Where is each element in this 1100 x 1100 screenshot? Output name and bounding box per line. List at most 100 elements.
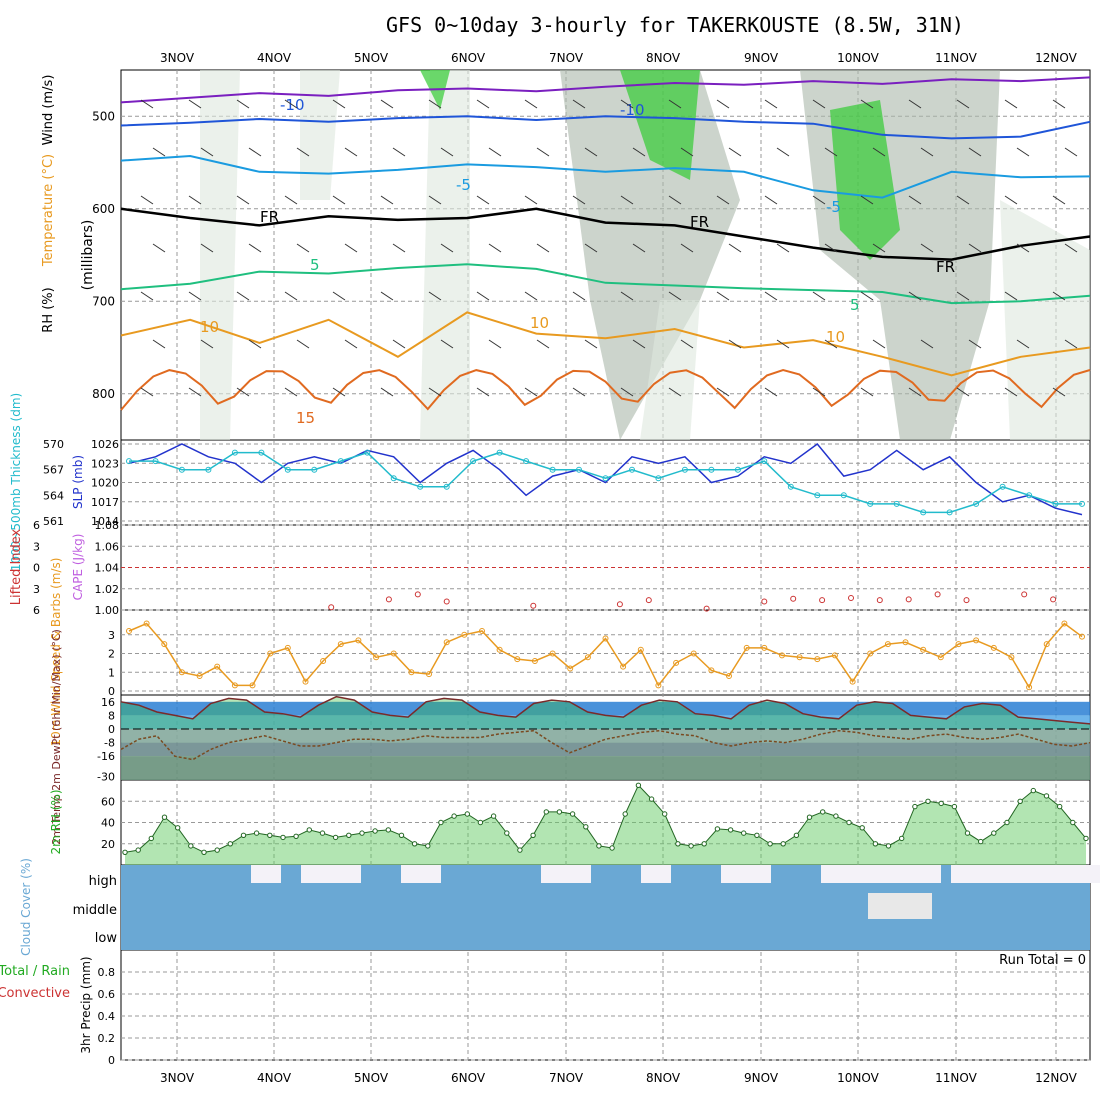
wind10m-point	[214, 663, 221, 670]
rh-point	[188, 843, 194, 849]
pressure-tick: 700	[92, 294, 115, 308]
rh-point	[820, 809, 826, 815]
wind10m-point	[531, 658, 538, 664]
wind-barb	[668, 195, 682, 205]
thickness-point	[496, 449, 503, 456]
wind-barb	[236, 387, 250, 397]
wind-barb	[956, 387, 970, 397]
li-point	[414, 591, 421, 598]
wind10m-point	[779, 652, 785, 659]
contour-label: 5	[850, 296, 860, 314]
wind-barb	[728, 339, 742, 349]
thickness-tick: 561	[43, 515, 64, 528]
cape-ylabel: CAPE (J/kg)	[71, 534, 85, 601]
cloud-gap	[821, 865, 941, 883]
wind10m-point	[514, 656, 521, 663]
wind-barb	[476, 195, 490, 205]
wind10m-point	[655, 682, 662, 689]
rh-point	[925, 798, 931, 804]
li-tick: 3	[33, 540, 40, 553]
wind10m-point	[496, 646, 503, 653]
thickness-point	[787, 483, 794, 490]
wind10m-point	[161, 641, 168, 648]
legend-rh: RH (%)	[41, 287, 56, 332]
rh-point	[477, 819, 484, 826]
wind-barb	[572, 387, 586, 397]
wind10m-point	[143, 620, 150, 627]
rh-point	[490, 813, 497, 819]
wind-barb	[344, 243, 358, 253]
wind-barb	[152, 147, 166, 157]
temp-band	[121, 756, 1090, 780]
thickness-point	[364, 449, 371, 456]
wind10m-point	[708, 667, 715, 674]
li-ylabel: Lifted Index	[9, 528, 24, 605]
rh-point	[978, 838, 984, 845]
li-tick: 0	[33, 562, 40, 575]
wind-barb	[488, 339, 502, 349]
wind-barb	[380, 291, 394, 301]
wind-barb	[1052, 195, 1066, 205]
rh-point	[359, 830, 365, 836]
wind-barb	[152, 243, 166, 253]
wind-barb	[860, 291, 874, 301]
rh-point	[175, 825, 181, 831]
wind10m-point	[1008, 654, 1015, 661]
wind-panel	[126, 620, 1085, 691]
wind-barb	[380, 387, 394, 397]
wind-barb	[668, 99, 682, 109]
contour-10	[120, 311, 1091, 377]
wind-barb	[380, 195, 394, 205]
wind-barb	[152, 339, 166, 349]
wind10m-point	[884, 641, 891, 648]
wind-barb	[524, 195, 538, 205]
thickness-point	[417, 483, 424, 490]
thickness-point	[576, 466, 582, 473]
wind10m-point	[973, 637, 980, 644]
wind-barb	[1016, 147, 1030, 157]
wind10m-point	[990, 644, 997, 651]
wind-barb	[332, 387, 346, 397]
wind10m-point	[284, 644, 291, 651]
wind-barb	[872, 243, 886, 253]
pressure-tick: 600	[92, 202, 115, 216]
wind-barb	[332, 291, 346, 301]
precip-tick: 0.6	[98, 988, 116, 1001]
thickness-point	[284, 466, 291, 473]
li-point	[703, 605, 710, 612]
run-total: Run Total = 0	[999, 953, 1086, 968]
rh-point	[951, 803, 958, 810]
wind-barb	[956, 195, 970, 205]
contour--10	[120, 115, 1091, 140]
li-point	[848, 595, 854, 601]
li-point	[905, 596, 912, 603]
rh-high-shading	[620, 70, 700, 180]
rh-point	[148, 835, 155, 842]
wind-barb	[200, 147, 214, 157]
rh-point	[1030, 787, 1037, 794]
thickness-point	[920, 509, 927, 516]
x-tick-bottom: 10NOV	[837, 1071, 879, 1085]
rh-point	[280, 834, 286, 841]
wind10m-point	[461, 631, 468, 638]
contour-label: FR	[936, 258, 955, 276]
li-point	[1050, 596, 1057, 603]
temp-tick-bottom: -30	[97, 771, 115, 784]
wind-barb	[428, 291, 442, 301]
wind-barb	[1064, 243, 1078, 253]
rh-tick: 60	[101, 795, 115, 808]
wind-barb	[716, 195, 730, 205]
li-point	[328, 604, 335, 611]
cape-panel	[121, 567, 1090, 612]
wind-barb	[1016, 243, 1030, 253]
temp-ylabel: 2m Temp 2m DewPt (6hr Min/Max) (°C)	[50, 629, 63, 845]
wind-barb	[284, 387, 298, 397]
thickness-point	[152, 458, 159, 465]
precip-tick: 0.8	[98, 966, 116, 979]
rh-point	[425, 843, 431, 849]
li-point	[530, 602, 537, 609]
wind-barb	[776, 147, 790, 157]
wind-barb	[812, 291, 826, 301]
precip-tick: 0.4	[98, 1010, 116, 1023]
